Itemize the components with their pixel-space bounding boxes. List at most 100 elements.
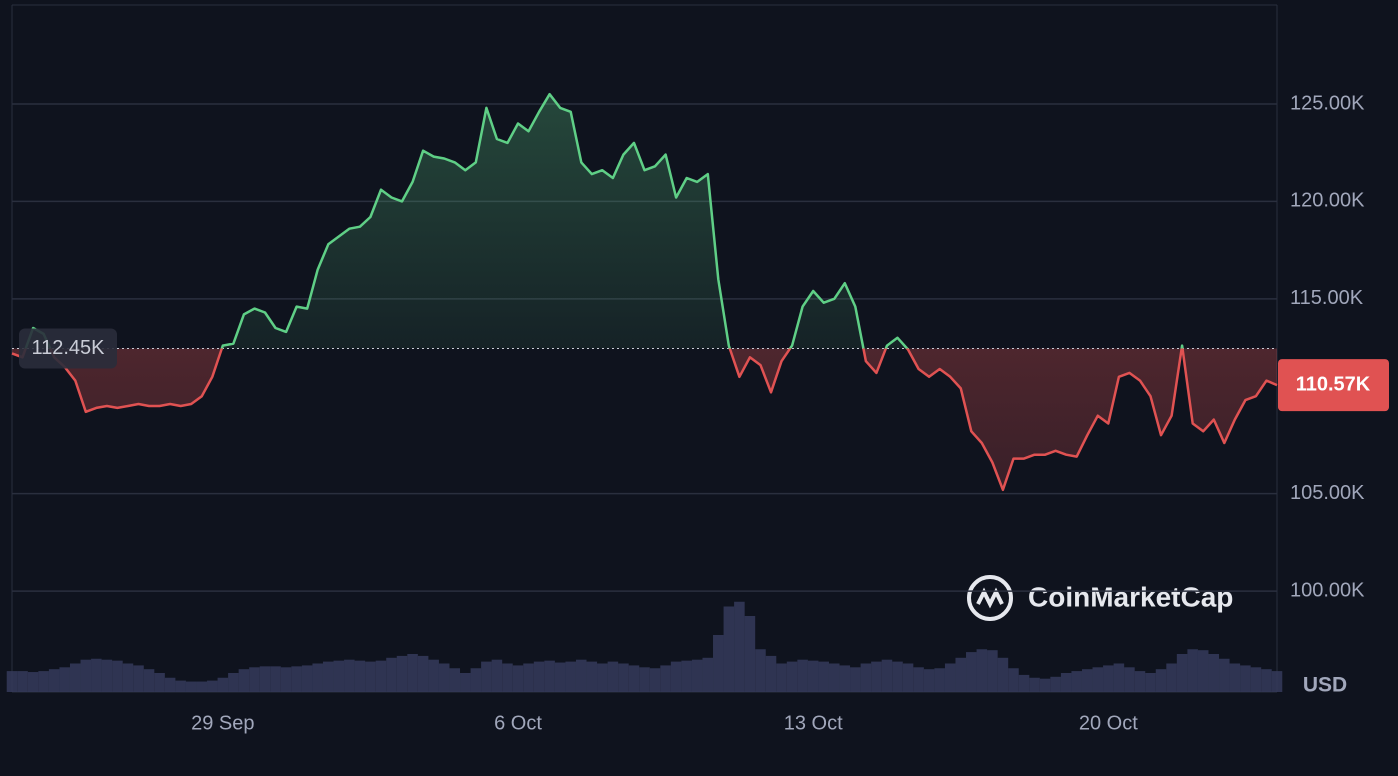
volume-bar <box>944 663 956 692</box>
volume-bar <box>1187 649 1198 692</box>
volume-bar <box>1261 669 1272 692</box>
volume-bar <box>491 659 503 692</box>
volume-bar <box>91 658 102 692</box>
volume-bar <box>80 659 92 692</box>
volume-bar <box>407 654 418 692</box>
volume-bar <box>828 663 840 692</box>
volume-bar <box>122 663 134 692</box>
volume-bar <box>143 669 155 692</box>
volume-bar <box>1018 674 1030 692</box>
watermark-logo <box>967 575 1013 621</box>
volume-bar <box>249 667 260 692</box>
volume-bar <box>301 665 313 692</box>
volume-bar <box>1029 677 1040 692</box>
volume-bar <box>818 661 829 692</box>
watermark: CoinMarketCap <box>1028 581 1233 612</box>
volume-bar <box>270 666 281 692</box>
volume-bar <box>691 659 703 692</box>
volume-bar <box>607 661 619 692</box>
x-tick-label: 13 Oct <box>784 712 843 734</box>
volume-bar <box>112 660 123 692</box>
volume-bar <box>1092 667 1104 692</box>
x-tick-label: 29 Sep <box>191 712 254 734</box>
volume-bar <box>333 660 345 692</box>
volume-bar <box>807 660 819 692</box>
y-tick-label: 115.00K <box>1290 287 1364 309</box>
volume-bar <box>217 677 229 692</box>
volume-bar <box>386 657 397 692</box>
volume-bar <box>428 659 439 692</box>
volume-bar <box>776 663 787 692</box>
volume-bar <box>438 663 450 692</box>
volume-bar <box>59 667 70 692</box>
volume-bar <box>734 601 745 692</box>
volume-bar <box>765 655 777 692</box>
volume-bar <box>417 655 429 692</box>
volume-bar <box>17 671 28 692</box>
volume-bar <box>628 665 640 692</box>
volume-bar <box>871 661 882 692</box>
volume-bar <box>681 660 692 692</box>
volume-bar <box>533 661 545 692</box>
volume-bar <box>1124 667 1135 692</box>
volume-bar <box>185 681 197 692</box>
volume-bar <box>1271 671 1283 692</box>
volume-bar <box>1219 658 1230 692</box>
volume-bar <box>554 662 566 692</box>
volume-bar <box>196 681 208 692</box>
volume-bar <box>1103 665 1114 692</box>
volume-bar <box>344 659 355 692</box>
current-label-box <box>1278 359 1389 412</box>
volume-bar <box>523 663 534 692</box>
volume-bar <box>207 680 218 692</box>
x-tick-label: 6 Oct <box>494 712 542 734</box>
volume-bar <box>1134 671 1146 692</box>
volume-bar <box>312 663 323 692</box>
y-tick-label: 125.00K <box>1290 92 1365 114</box>
volume-bar <box>164 677 176 692</box>
volume-bar <box>1176 654 1188 692</box>
volume-bar <box>470 668 482 692</box>
y-tick-label: 100.00K <box>1290 579 1365 601</box>
volume-bar <box>1071 671 1082 692</box>
volume-bar <box>27 672 39 692</box>
volume-bar <box>966 652 977 692</box>
volume-bar <box>1197 650 1209 692</box>
volume-bar <box>365 661 376 692</box>
volume-bar <box>238 669 250 692</box>
volume-bar <box>322 661 334 692</box>
volume-bar <box>38 671 49 692</box>
volume-bar <box>460 673 471 692</box>
volume-bar <box>175 680 186 692</box>
volume-bar <box>660 665 671 692</box>
volume-bar <box>133 665 144 692</box>
volume-bar <box>923 669 935 692</box>
baseline-label-box <box>19 328 117 369</box>
volume-bar <box>997 657 1009 692</box>
volume-bar <box>101 659 113 692</box>
volume-bar <box>69 663 81 692</box>
volume-bar <box>1039 678 1051 692</box>
volume-bar <box>618 663 629 692</box>
volume-bar <box>1155 669 1167 692</box>
volume-bar <box>1208 654 1220 692</box>
volume-bar <box>597 663 608 692</box>
volume-bar <box>702 657 714 692</box>
volume-bar <box>6 671 18 692</box>
volume-bar <box>354 660 366 692</box>
volume-bar <box>1113 663 1125 692</box>
volume-bar <box>291 666 302 692</box>
volume-bar <box>902 663 914 692</box>
volume-bar <box>639 667 650 692</box>
volume-bar <box>713 635 724 692</box>
volume-bar <box>1240 665 1251 692</box>
volume-bar <box>744 616 756 692</box>
volume-bar <box>839 665 851 692</box>
volume-bar <box>1229 663 1241 692</box>
volume-bar <box>934 668 945 692</box>
volume-bar <box>154 673 165 692</box>
volume-bar <box>502 663 513 692</box>
volume-bar <box>575 659 587 692</box>
